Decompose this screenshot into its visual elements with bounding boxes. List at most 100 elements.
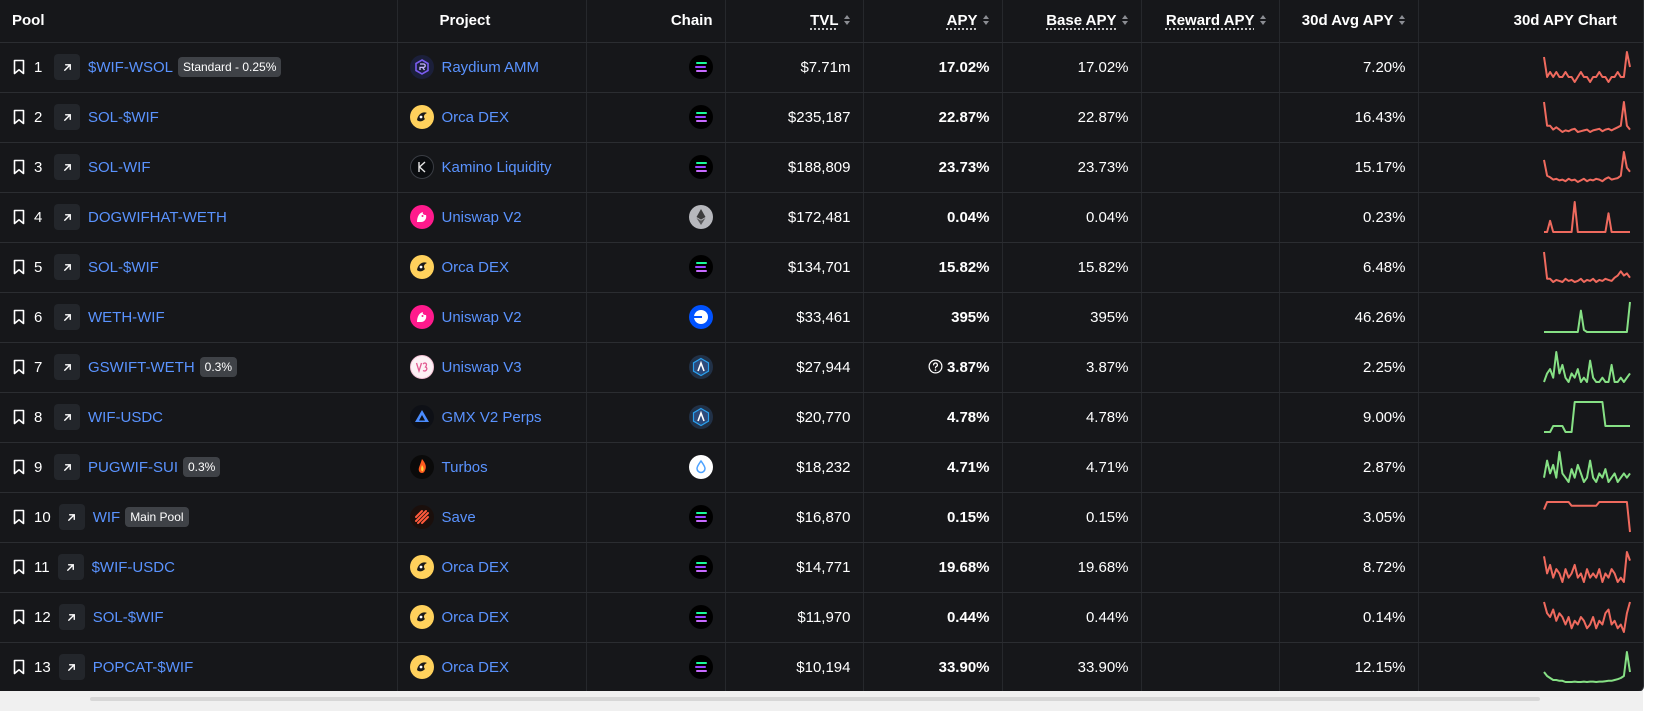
bookmark-icon[interactable] [12, 609, 26, 625]
question-circle-icon[interactable] [928, 359, 943, 374]
bookmark-icon[interactable] [12, 559, 26, 575]
pool-name-link[interactable]: $WIF-USDC [91, 558, 175, 576]
table-row[interactable]: 7 GSWIFT-WETH 0.3% Uniswap V3 $27,944 3.… [0, 342, 1643, 393]
horizontal-scrollbar[interactable] [0, 691, 1643, 711]
pool-name-link[interactable]: WETH-WIF [88, 308, 165, 326]
table-row[interactable]: 8 WIF-USDC GMX V2 Perps $20,770 4.78% 4.… [0, 392, 1643, 443]
pool-badge: Standard - 0.25% [178, 57, 282, 77]
open-pool-button[interactable] [54, 304, 80, 330]
header-reward-apy[interactable]: Reward APY [1141, 0, 1280, 43]
pool-rank: 8 [34, 408, 43, 426]
base-apy-cell: 395% [1002, 292, 1142, 343]
project-link[interactable]: Save [441, 508, 476, 526]
apy-sparkline [1543, 601, 1631, 633]
table-row[interactable]: 4 DOGWIFHAT-WETH Uniswap V2 $172,481 0.0… [0, 192, 1643, 243]
open-pool-button[interactable] [54, 354, 80, 380]
project-link[interactable]: Orca DEX [441, 108, 510, 126]
bookmark-icon[interactable] [12, 259, 26, 275]
table-row[interactable]: 2 SOL-$WIF Orca DEX $235,187 22.87% 22.8… [0, 92, 1643, 143]
pool-name-link[interactable]: $WIF-WSOL [88, 58, 173, 76]
project-link[interactable]: Uniswap V3 [441, 358, 522, 376]
project-link[interactable]: Orca DEX [441, 608, 510, 626]
reward-apy-cell [1141, 242, 1280, 293]
bookmark-icon[interactable] [12, 359, 26, 375]
open-pool-button[interactable] [58, 654, 85, 680]
pool-name-link[interactable]: SOL-$WIF [88, 258, 159, 276]
pool-name-link[interactable]: PUGWIF-SUI [88, 458, 178, 476]
project-link[interactable]: Turbos [441, 458, 488, 476]
pools-table: Pool Project Chain TVL APY Base APY Rewa… [0, 0, 1643, 691]
project-link[interactable]: Kamino Liquidity [441, 158, 552, 176]
open-pool-button[interactable] [58, 504, 85, 530]
bookmark-icon[interactable] [12, 659, 26, 675]
bookmark-icon[interactable] [12, 109, 26, 125]
bookmark-icon[interactable] [12, 459, 26, 475]
table-row[interactable]: 12 SOL-$WIF Orca DEX $11,970 0.44% 0.44%… [0, 592, 1643, 643]
project-link[interactable]: Uniswap V2 [441, 208, 522, 226]
pool-rank: 3 [34, 158, 43, 176]
bookmark-icon[interactable] [12, 309, 26, 325]
table-row[interactable]: 5 SOL-$WIF Orca DEX $134,701 15.82% 15.8… [0, 242, 1643, 293]
sort-arrows-icon[interactable] [982, 14, 990, 26]
pool-name-link[interactable]: SOL-$WIF [88, 108, 159, 126]
open-pool-button[interactable] [54, 404, 80, 430]
bookmark-icon[interactable] [12, 509, 26, 525]
uniswap-icon [409, 305, 434, 329]
project-link[interactable]: Orca DEX [441, 558, 510, 576]
sort-arrows-icon[interactable] [1398, 14, 1406, 26]
project-link[interactable]: Orca DEX [441, 258, 510, 276]
open-pool-button[interactable] [54, 254, 80, 280]
header-base-apy[interactable]: Base APY [1002, 0, 1142, 43]
table-row[interactable]: 6 WETH-WIF Uniswap V2 $33,461 395% 395% … [0, 292, 1643, 343]
table-row[interactable]: 10 WIF Main Pool Save $16,870 0.15% 0.15… [0, 492, 1643, 543]
header-30d-avg-apy-label: 30d Avg APY [1301, 12, 1394, 30]
table-row[interactable]: 11 $WIF-USDC Orca DEX $14,771 19.68% 19.… [0, 542, 1643, 593]
base-apy-cell: 15.82% [1002, 242, 1142, 293]
pool-name-link[interactable]: DOGWIFHAT-WETH [88, 208, 227, 226]
pool-name-link[interactable]: POPCAT-$WIF [92, 658, 194, 676]
table-row[interactable]: 1 $WIF-WSOL Standard - 0.25% Raydium AMM… [0, 42, 1643, 93]
sort-arrows-icon[interactable] [1259, 14, 1267, 26]
header-apy[interactable]: APY [863, 0, 1003, 43]
pool-name-link[interactable]: SOL-WIF [88, 158, 151, 176]
project-link[interactable]: Raydium AMM [441, 58, 540, 76]
header-30d-apy-chart: 30d APY Chart [1418, 0, 1643, 43]
sparkline-line [1543, 601, 1631, 633]
open-pool-button[interactable] [58, 604, 85, 630]
table-row[interactable]: 9 PUGWIF-SUI 0.3% Turbos $18,232 4.71% 4… [0, 442, 1643, 493]
open-pool-button[interactable] [54, 104, 80, 130]
pool-name-link[interactable]: SOL-$WIF [92, 608, 164, 626]
open-pool-button[interactable] [57, 554, 84, 580]
pools-table-panel: Pool Project Chain TVL APY Base APY Rewa… [0, 0, 1644, 692]
pool-rank: 7 [34, 358, 43, 376]
scrollbar-thumb[interactable] [90, 697, 1540, 701]
header-30d-avg-apy[interactable]: 30d Avg APY [1279, 0, 1419, 43]
table-row[interactable]: 13 POPCAT-$WIF Orca DEX $10,194 33.90% 3… [0, 642, 1643, 691]
project-link[interactable]: Uniswap V2 [441, 308, 522, 326]
open-pool-button[interactable] [54, 454, 80, 480]
open-pool-button[interactable] [54, 204, 80, 230]
pool-cell: 4 DOGWIFHAT-WETH [0, 192, 398, 243]
bookmark-icon[interactable] [12, 59, 26, 75]
header-tvl[interactable]: TVL [725, 0, 864, 43]
sort-arrows-icon[interactable] [843, 14, 851, 26]
table-row[interactable]: 3 SOL-WIF Kamino Liquidity $188,809 23.7… [0, 142, 1643, 193]
pool-rank: 13 [34, 658, 51, 676]
arrow-up-right-icon [63, 163, 71, 171]
pool-name-link[interactable]: WIF [92, 508, 121, 526]
open-pool-button[interactable] [54, 54, 80, 80]
sort-arrows-icon[interactable] [1121, 14, 1129, 26]
open-pool-button[interactable] [54, 154, 80, 180]
project-link[interactable]: Orca DEX [441, 658, 510, 676]
apy-sparkline [1543, 251, 1631, 283]
pool-name-link[interactable]: GSWIFT-WETH [88, 358, 195, 376]
project-link[interactable]: GMX V2 Perps [441, 408, 542, 426]
bookmark-icon[interactable] [12, 409, 26, 425]
tvl-cell: $134,701 [725, 242, 864, 293]
pool-name-link[interactable]: WIF-USDC [88, 408, 163, 426]
pool-rank: 2 [34, 108, 43, 126]
chain-cell [586, 192, 726, 243]
tvl-cell: $172,481 [725, 192, 864, 243]
bookmark-icon[interactable] [12, 159, 26, 175]
bookmark-icon[interactable] [12, 209, 26, 225]
